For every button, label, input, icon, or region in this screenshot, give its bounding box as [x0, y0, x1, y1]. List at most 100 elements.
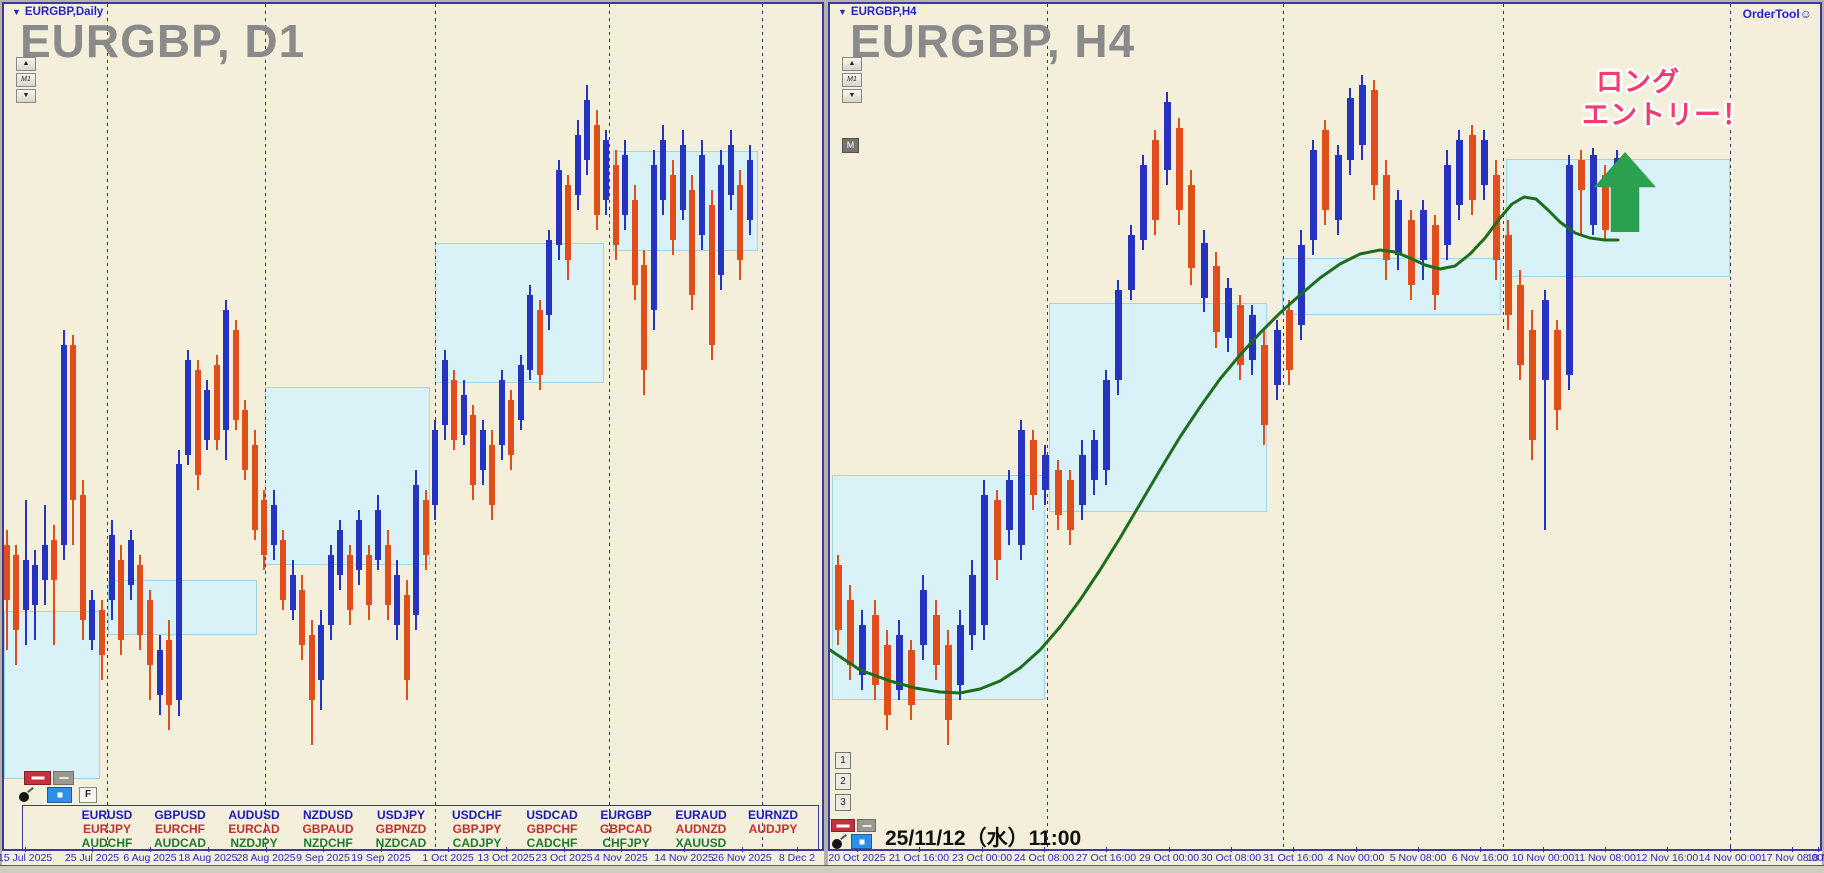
grid-line	[1283, 4, 1284, 849]
candle-body	[51, 540, 57, 580]
scale-up-button[interactable]: ▲	[842, 57, 862, 71]
watchlist-symbol[interactable]: GBPCAD	[599, 822, 653, 836]
watchlist-symbol[interactable]: GBPAUD	[302, 822, 354, 836]
candle-body	[299, 590, 305, 645]
watchlist-symbol[interactable]: USDCHF	[452, 808, 502, 822]
mode-button[interactable]: M	[842, 138, 859, 153]
candle-body	[1297, 245, 1305, 325]
watchlist-symbol[interactable]: EURCHF	[155, 822, 205, 836]
candle-body	[1102, 380, 1110, 470]
candle-body	[1139, 165, 1147, 240]
watchlist-symbol[interactable]: NZDCAD	[375, 836, 427, 850]
watchlist-symbol[interactable]: AUDCHF	[81, 836, 133, 850]
collapse-chart-icon[interactable]: ▼	[12, 7, 21, 17]
candle-body	[956, 625, 964, 685]
candle-body	[1455, 140, 1463, 205]
candle-body	[337, 530, 343, 575]
candle-body	[328, 555, 334, 625]
watchlist-symbol[interactable]: CHFJPY	[602, 836, 650, 850]
candle-body	[1200, 243, 1208, 298]
bomb-icon[interactable]	[829, 834, 849, 849]
watchlist-symbol[interactable]: AUDNZD	[675, 822, 727, 836]
close-indicator-button[interactable]	[24, 771, 51, 785]
candle-body	[883, 645, 891, 715]
candle-body	[1005, 480, 1013, 530]
candle-body	[366, 555, 372, 605]
candle-body	[1114, 290, 1122, 380]
minimize-indicator-button[interactable]	[857, 819, 876, 832]
minimize-indicator-button[interactable]	[53, 771, 74, 785]
watchlist-symbol[interactable]: EURUSD	[81, 808, 133, 822]
scale-up-button[interactable]: ▲	[16, 57, 36, 71]
tool-toggle-button[interactable]	[851, 834, 872, 849]
candle-body	[1273, 330, 1281, 385]
f-key-button[interactable]: F	[79, 787, 97, 803]
axis-tick	[1356, 847, 1357, 852]
watchlist-symbol[interactable]: NZDJPY	[230, 836, 278, 850]
tool-toggle-button[interactable]	[47, 787, 72, 803]
candle-body	[1589, 155, 1597, 225]
axis-tick	[266, 847, 267, 852]
watchlist-symbol[interactable]: NZDUSD	[303, 808, 353, 822]
axis-tick	[857, 847, 858, 852]
scale-down-button[interactable]: ▼	[842, 89, 862, 103]
watchlist-symbol[interactable]: EURCAD	[228, 822, 280, 836]
currency-watchlist: EURUSD EURJPY AUDCHF GBPUSD EURCHF AUDCAD AUDU…	[22, 805, 819, 851]
candle-timestamp: 25/11/12（水）11:00	[885, 827, 1082, 850]
watchlist-symbol[interactable]: USDCAD	[526, 808, 578, 822]
axis-tick	[1667, 847, 1668, 852]
preset-button-1[interactable]: 1	[835, 752, 851, 769]
watchlist-symbol[interactable]: AUDUSD	[228, 808, 280, 822]
scale-down-button[interactable]: ▼	[16, 89, 36, 103]
candle-body	[394, 575, 400, 625]
candle-body	[176, 464, 182, 700]
candle-body	[42, 545, 48, 580]
grid-line	[762, 4, 763, 849]
watchlist-symbol[interactable]: USDJPY	[376, 808, 426, 822]
candle-body	[1504, 235, 1512, 315]
timeframe-button[interactable]: M1	[842, 73, 862, 87]
axis-tick	[1418, 847, 1419, 852]
candle-body	[451, 380, 457, 440]
candle-body	[980, 495, 988, 625]
watchlist-symbol[interactable]: EURJPY	[82, 822, 132, 836]
candle-body	[470, 415, 476, 485]
candle-body	[907, 650, 915, 705]
candle-body	[1041, 455, 1049, 490]
candle-body	[689, 190, 695, 295]
bomb-icon[interactable]	[16, 787, 38, 803]
candle-body	[993, 500, 1001, 560]
preset-button-3[interactable]: 3	[835, 794, 851, 811]
candle-body	[1224, 288, 1232, 338]
timeframe-button[interactable]: M1	[16, 73, 36, 87]
collapse-chart-icon[interactable]: ▼	[838, 7, 847, 17]
watchlist-symbol[interactable]: EURGBP	[600, 808, 652, 822]
close-indicator-button[interactable]	[831, 819, 855, 832]
watchlist-symbol[interactable]: EURAUD	[675, 808, 727, 822]
grid-line	[609, 4, 610, 849]
candle-body	[166, 640, 172, 705]
candle-body	[1127, 235, 1135, 290]
watchlist-symbol[interactable]: GBPJPY	[452, 822, 502, 836]
chart-title-h4: ▼ EURGBP,H4	[838, 6, 917, 18]
watchlist-symbol[interactable]: XAUUSD	[675, 836, 727, 850]
watchlist-symbol[interactable]: EURNZD	[748, 808, 798, 822]
window-bottom-tray	[0, 866, 1824, 873]
watchlist-symbol[interactable]: GBPNZD	[375, 822, 427, 836]
candle-body	[147, 600, 153, 665]
candle-body	[1419, 210, 1427, 260]
watchlist-symbol[interactable]: CADJPY	[452, 836, 502, 850]
watchlist-symbol[interactable]: GBPUSD	[154, 808, 206, 822]
candle-body	[834, 565, 842, 630]
watchlist-symbol[interactable]: GBPCHF	[526, 822, 578, 836]
watchlist-symbol[interactable]: CADCHF	[526, 836, 578, 850]
long-entry-annotation: ロング エントリー！	[1582, 66, 1750, 132]
watchlist-symbol[interactable]: AUDCAD	[154, 836, 206, 850]
candle-body	[423, 500, 429, 555]
candle-body	[632, 200, 638, 285]
order-tool-button[interactable]: OrderTool☺	[1700, 7, 1812, 21]
preset-button-2[interactable]: 2	[835, 773, 851, 790]
axis-label: 26 Nov 2025	[712, 852, 772, 864]
watchlist-symbol[interactable]: NZDCHF	[303, 836, 353, 850]
watchlist-symbol[interactable]: AUDJPY	[748, 822, 798, 836]
